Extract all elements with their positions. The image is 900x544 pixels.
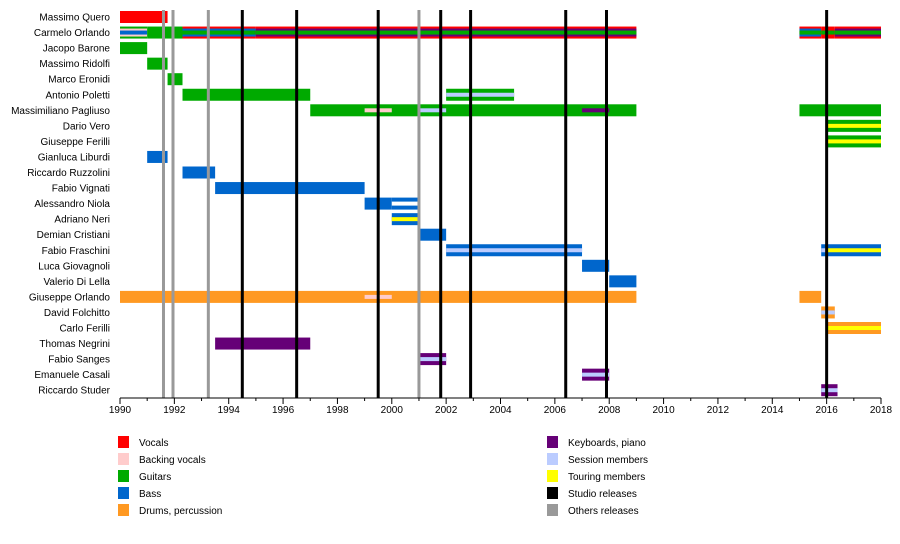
role-stripe xyxy=(446,248,583,253)
role-stripe xyxy=(391,201,419,206)
x-tick-label: 2006 xyxy=(544,405,567,416)
legend-swatch-guitars xyxy=(118,470,129,482)
legend-swatch-studio xyxy=(547,487,558,499)
x-tick-label: 2018 xyxy=(870,405,893,416)
member-bar xyxy=(167,73,183,86)
member-label: Giuseppe Orlando xyxy=(29,292,111,303)
member-label: Antonio Poletti xyxy=(46,90,111,101)
legend-label: Bass xyxy=(139,489,161,500)
role-stripe xyxy=(391,217,419,222)
legend-label: Backing vocals xyxy=(139,455,206,466)
x-tick-label: 2004 xyxy=(489,405,512,416)
member-label: Riccardo Studer xyxy=(38,386,110,397)
x-tick-label: 1990 xyxy=(109,405,132,416)
member-bar xyxy=(215,337,311,350)
member-bar xyxy=(182,88,311,101)
legend-swatch-touring xyxy=(547,470,558,482)
member-label: Massimiliano Pagliuso xyxy=(11,106,110,117)
x-tick-label: 2012 xyxy=(707,405,730,416)
member-bar xyxy=(120,11,168,23)
member-bar xyxy=(609,275,637,288)
x-tick-label: 2002 xyxy=(435,405,458,416)
legend-label: Session members xyxy=(568,455,648,466)
role-stripe xyxy=(826,248,881,253)
member-label: Gianluca Liburdi xyxy=(38,152,110,163)
role-stripe xyxy=(446,92,515,97)
legend-swatch-backing xyxy=(118,453,129,465)
x-tick-label: 1992 xyxy=(163,405,186,416)
legend-label: Studio releases xyxy=(568,489,637,500)
release-lines xyxy=(161,10,829,398)
member-label: Massimo Quero xyxy=(39,13,110,24)
role-stripe xyxy=(418,357,447,362)
member-label: Riccardo Ruzzolini xyxy=(27,168,110,179)
member-label: Luca Giovagnoli xyxy=(38,261,110,272)
x-tick-label: 2010 xyxy=(652,405,675,416)
member-bar xyxy=(182,166,216,179)
member-label: Valerio Di Lella xyxy=(43,277,110,288)
member-bar xyxy=(310,104,637,117)
role-inset-bar xyxy=(582,108,610,113)
role-stripe xyxy=(826,123,881,128)
legend-swatch-others xyxy=(547,504,558,516)
role-stripe xyxy=(826,326,881,330)
legend: Vocals Backing vocals Guitars Bass Drums, pe… xyxy=(118,436,648,517)
member-bar xyxy=(120,42,148,55)
legend-label: Others releases xyxy=(568,506,639,517)
role-stripe xyxy=(120,30,148,35)
member-bar xyxy=(582,259,610,272)
x-tick-label: 1996 xyxy=(272,405,295,416)
x-tick-label: 2008 xyxy=(598,405,621,416)
member-label: Fabio Vignati xyxy=(52,184,110,195)
role-inset-bar xyxy=(418,108,447,113)
legend-swatch-bass xyxy=(118,487,129,499)
legend-swatch-drums xyxy=(118,504,129,516)
legend-swatch-session xyxy=(547,453,558,465)
role-stripe xyxy=(821,248,827,253)
legend-label: Keyboards, piano xyxy=(568,438,646,449)
member-label: Adriano Neri xyxy=(54,215,110,226)
member-label: Thomas Negrini xyxy=(39,339,110,350)
role-stripe xyxy=(255,30,637,35)
x-tick-label: 2016 xyxy=(816,405,839,416)
role-stripe xyxy=(182,30,256,35)
member-label: Dario Vero xyxy=(63,121,111,132)
member-label: Carmelo Orlando xyxy=(34,28,111,39)
member-label: Emanuele Casali xyxy=(34,370,110,381)
legend-swatch-vocals xyxy=(118,436,129,448)
member-label: David Folchitto xyxy=(44,308,111,319)
role-stripe xyxy=(821,388,838,393)
legend-swatch-keys xyxy=(547,436,558,448)
x-tick-label: 2014 xyxy=(761,405,784,416)
x-axis: 1990 1992 1994 1996 1998 2000 2002 2004 2006 2008… xyxy=(109,397,893,416)
x-tick-label: 2000 xyxy=(381,405,404,416)
role-stripe xyxy=(582,372,610,377)
legend-label: Drums, percussion xyxy=(139,506,222,517)
x-tick-label: 1994 xyxy=(218,405,241,416)
role-stripe xyxy=(799,30,822,35)
legend-label: Guitars xyxy=(139,472,171,483)
member-label: Giuseppe Ferilli xyxy=(41,137,110,148)
legend-label: Touring members xyxy=(568,472,645,483)
role-stripe xyxy=(826,139,881,144)
member-label: Jacopo Barone xyxy=(43,44,111,55)
member-label: Alessandro Niola xyxy=(34,199,110,210)
member-label: Fabio Fraschini xyxy=(42,246,110,257)
member-label: Carlo Ferilli xyxy=(59,324,110,335)
member-bars xyxy=(120,11,881,397)
member-bar xyxy=(215,182,365,195)
member-label: Marco Eronidi xyxy=(48,75,110,86)
member-label: Demian Cristiani xyxy=(37,230,110,241)
legend-label: Vocals xyxy=(139,438,168,449)
x-tick-label: 1998 xyxy=(326,405,349,416)
member-bar xyxy=(799,290,822,303)
member-label: Fabio Sanges xyxy=(48,355,110,366)
member-label: Massimo Ridolfi xyxy=(39,59,110,70)
role-stripe xyxy=(834,30,881,35)
member-bar xyxy=(799,104,881,117)
member-labels: Massimo Quero Carmelo Orlando Jacopo Baron… xyxy=(11,13,111,397)
